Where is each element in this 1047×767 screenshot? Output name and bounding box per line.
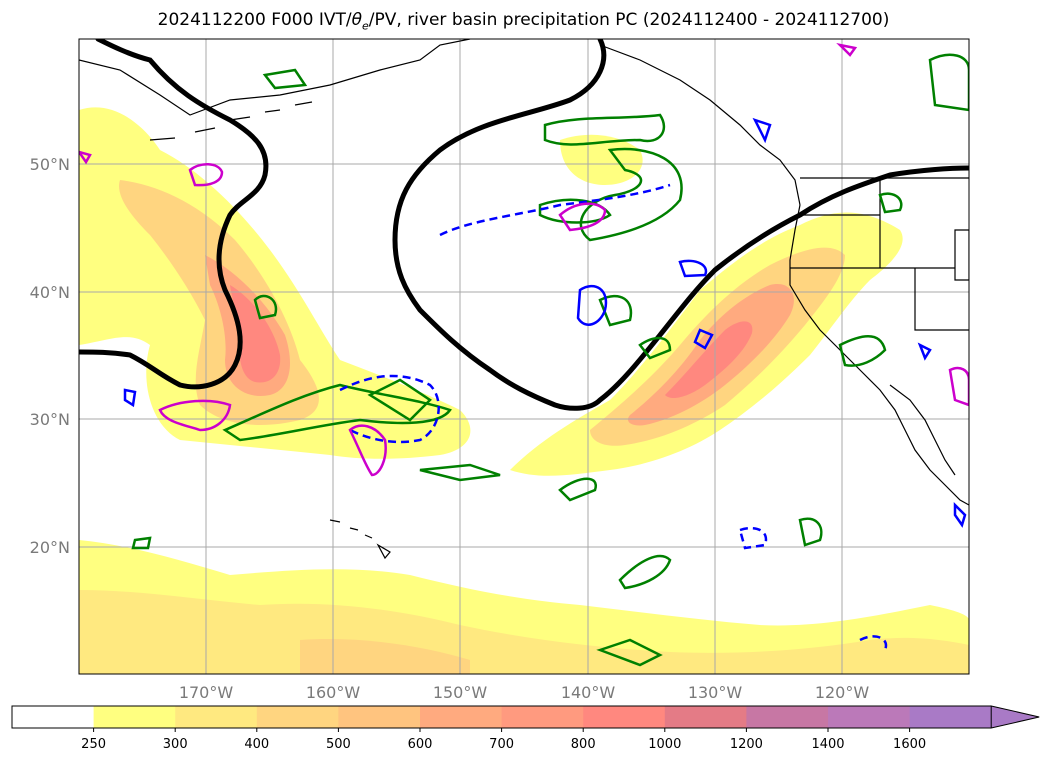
lat-label-30n: 30°N: [30, 410, 70, 429]
colorbar-tick-label: 1000: [648, 737, 681, 752]
colorbar-tick-label: 250: [81, 737, 106, 752]
lon-label-130w: 130°W: [688, 683, 743, 702]
map-plot-area: [79, 39, 969, 674]
colorbar-tick-label: 700: [489, 737, 514, 752]
colorbar-segment: [664, 706, 747, 728]
pv-blue-solid-4: [752, 117, 772, 144]
colorbar-tick-label: 600: [408, 737, 433, 752]
ivt-plume-west-core: [230, 285, 281, 383]
pv-green-subtrop-2: [367, 378, 432, 422]
pv-green-nepac-1: [543, 113, 666, 146]
lon-label-120w: 120°W: [815, 683, 870, 702]
pv-blue-solid-7: [123, 388, 137, 408]
colorbar-segment: [828, 706, 911, 728]
pv-blue-dashed-2: [339, 374, 440, 444]
title-theta-sub: e: [362, 19, 369, 33]
chart-title: 2024112200 F000 IVT/θe/PV, river basin p…: [0, 10, 1047, 32]
ivt-ar-east-core: [665, 321, 753, 399]
pc-magenta-2: [158, 399, 232, 432]
theta-e-contours: [79, 39, 969, 411]
colorbar-segment: [746, 706, 829, 728]
lon-label-160w: 160°W: [306, 683, 361, 702]
colorbar-tick-label: 400: [244, 737, 269, 752]
pc-magenta-1: [188, 163, 224, 187]
pv-blue-dashed-1: [439, 183, 671, 237]
colorbar-tick-label: 800: [571, 737, 596, 752]
us-west-coast: [789, 204, 969, 506]
colorbar-tick-label: 1600: [893, 737, 926, 752]
bc-coast: [599, 44, 801, 206]
pv-green-tropics-4: [596, 638, 663, 667]
theta-e-contour-west: [79, 39, 269, 390]
pv-green-west-1: [253, 294, 278, 320]
latitude-labels: 50°N 40°N 30°N 20°N: [30, 155, 70, 557]
colorbar-segment: [12, 706, 95, 728]
pv-green-subtrop-1: [222, 383, 452, 442]
pc-magenta-6: [836, 42, 858, 57]
colorbar-tick-label: 1400: [811, 737, 844, 752]
colorbar-segment: [501, 706, 584, 728]
pv-blue-dashed-4: [859, 635, 888, 651]
colorbar-segment: [909, 706, 992, 728]
colorbar-segment: [338, 706, 421, 728]
colorbar-segment: [175, 706, 258, 728]
pv-blue-solid-3: [693, 328, 714, 350]
pv-green-north-1: [262, 68, 308, 90]
ivt-small-east: [560, 134, 643, 185]
ivt-plume-west: [79, 107, 471, 459]
colorbar-tick-label: 500: [326, 737, 351, 752]
pv-green-tropics-2: [798, 517, 823, 547]
pv-green-coast-1: [838, 335, 887, 367]
ivt-tropical-band-3: [300, 639, 470, 674]
alaska-coast: [79, 39, 471, 116]
lat-label-20n: 20°N: [30, 538, 70, 557]
colorbar-segment: [93, 706, 176, 728]
aleutian-islands: [149, 101, 313, 141]
pv-blue-solid-2: [678, 259, 708, 278]
pv-positive-contours: [131, 53, 969, 667]
lon-label-150w: 150°W: [433, 683, 488, 702]
pv-green-coast-2: [878, 192, 903, 214]
pc-magenta-5: [948, 366, 969, 407]
colorbar-tick-label: 300: [163, 737, 188, 752]
pv-negative-contours: [123, 117, 967, 651]
pv-green-ar-3: [558, 477, 597, 502]
pc-magenta-7: [79, 150, 92, 165]
pv-blue-dashed-3: [738, 526, 768, 550]
precip-pc-contours: [79, 42, 969, 477]
ivt-colorbar: 250 300 400 500 600 700 800 1000 1200 1400 1600: [11, 705, 1040, 752]
colorbar-segment: [420, 706, 503, 728]
pv-green-tropics-1: [618, 554, 672, 590]
map-frame: [78, 38, 970, 675]
pv-green-subtrop-3: [419, 463, 501, 482]
theta-e-contour-pacific: [392, 39, 969, 411]
pv-blue-solid-6: [953, 501, 967, 528]
lon-label-170w: 170°W: [179, 683, 234, 702]
lon-label-140w: 140°W: [561, 683, 616, 702]
pv-blue-solid-1: [576, 284, 608, 326]
longitude-labels: 170°W 160°W 150°W 140°W 130°W 120°W: [179, 683, 870, 702]
pv-green-ar-2: [598, 294, 633, 327]
title-theta: θ: [351, 10, 362, 30]
colorbar-segment: [583, 706, 666, 728]
pv-green-nepac-2: [579, 147, 683, 242]
pc-magenta-3: [348, 424, 387, 477]
pv-blue-solid-5: [917, 342, 932, 361]
baja-coast: [889, 384, 956, 476]
lat-label-40n: 40°N: [30, 283, 70, 302]
hawaii: [329, 519, 391, 560]
lat-label-50n: 50°N: [30, 155, 70, 174]
colorbar-segment: [256, 706, 339, 728]
title-suffix: /PV, river basin precipitation PC (20241…: [368, 10, 890, 30]
colorbar-tick-label: 1200: [730, 737, 763, 752]
pv-green-north-2: [928, 53, 969, 112]
pc-magenta-4: [558, 202, 607, 232]
pv-green-ar-1: [638, 336, 672, 360]
pv-green-nepac-3: [538, 198, 612, 224]
title-prefix: 2024112200 F000 IVT/: [157, 10, 352, 30]
pv-green-tropics-3: [131, 536, 152, 550]
colorbar-extend-arrow: [990, 705, 1040, 729]
